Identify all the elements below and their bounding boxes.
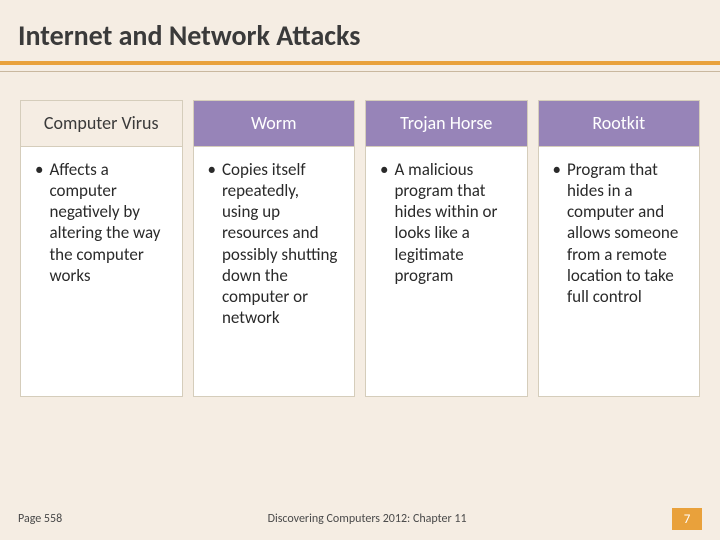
divider-line <box>0 71 720 72</box>
bullet-text: Affects a computer negatively by alterin… <box>49 159 165 287</box>
accent-bar <box>0 61 720 65</box>
column-body: Program that hides in a computer and all… <box>538 147 701 397</box>
column-header: Computer Virus <box>20 100 183 147</box>
column-body: Copies itself repeatedly, using up resou… <box>193 147 356 397</box>
column-computer-virus: Computer Virus Affects a computer negati… <box>20 100 183 397</box>
bullet-text: Copies itself repeatedly, using up resou… <box>222 159 338 329</box>
bullet-item: Program that hides in a computer and all… <box>553 159 684 308</box>
slide-number-badge: 7 <box>672 508 702 530</box>
column-trojan-horse: Trojan Horse A malicious program that hi… <box>365 100 528 397</box>
bullet-text: Program that hides in a computer and all… <box>567 159 683 308</box>
attack-grid: Computer Virus Affects a computer negati… <box>0 100 720 397</box>
footer: Page 558 Discovering Computers 2012: Cha… <box>0 508 720 530</box>
column-body: Affects a computer negatively by alterin… <box>20 147 183 397</box>
slide-title: Internet and Network Attacks <box>0 0 720 61</box>
bullet-item: Affects a computer negatively by alterin… <box>35 159 166 287</box>
column-rootkit: Rootkit Program that hides in a computer… <box>538 100 701 397</box>
column-header: Worm <box>193 100 356 147</box>
bullet-item: A malicious program that hides within or… <box>380 159 511 287</box>
page-reference: Page 558 <box>18 512 62 526</box>
column-header: Rootkit <box>538 100 701 147</box>
bullet-item: Copies itself repeatedly, using up resou… <box>208 159 339 329</box>
footer-source: Discovering Computers 2012: Chapter 11 <box>62 512 672 526</box>
column-body: A malicious program that hides within or… <box>365 147 528 397</box>
column-header: Trojan Horse <box>365 100 528 147</box>
column-worm: Worm Copies itself repeatedly, using up … <box>193 100 356 397</box>
bullet-text: A malicious program that hides within or… <box>394 159 510 287</box>
